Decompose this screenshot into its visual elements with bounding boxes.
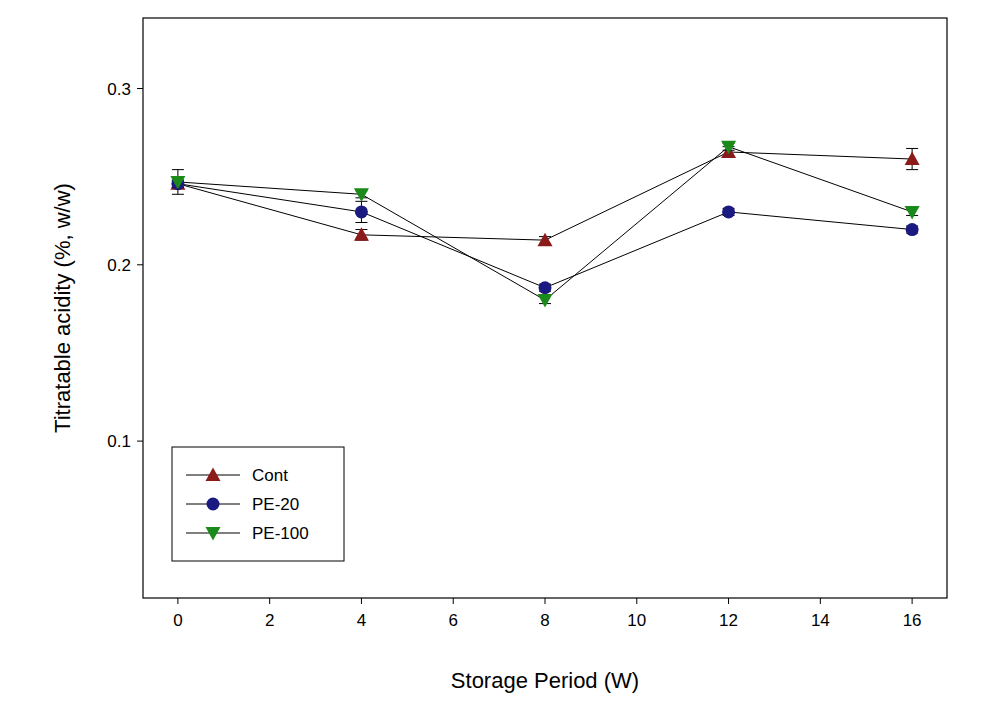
legend-label: PE-100 xyxy=(252,524,309,543)
x-tick-label: 14 xyxy=(811,611,830,630)
plot-frame xyxy=(143,18,947,598)
x-tick xyxy=(636,598,637,604)
marker xyxy=(538,233,553,247)
x-tick xyxy=(545,598,546,604)
marker xyxy=(905,152,920,166)
marker xyxy=(905,206,920,220)
x-tick-label: 4 xyxy=(357,611,366,630)
x-tick-label: 8 xyxy=(540,611,549,630)
series-line xyxy=(178,152,912,240)
x-tick-label: 6 xyxy=(448,611,457,630)
x-tick-label: 16 xyxy=(903,611,922,630)
x-tick-label: 0 xyxy=(173,611,182,630)
marker xyxy=(722,205,735,218)
x-tick xyxy=(177,598,178,604)
x-axis-label: Storage Period (W) xyxy=(451,668,639,693)
legend: Cont PE-20 PE-100 xyxy=(172,447,344,561)
legend-box xyxy=(172,447,344,561)
marker xyxy=(355,205,368,218)
legend-marker xyxy=(207,498,220,511)
legend-label: PE-20 xyxy=(252,495,299,514)
marker xyxy=(539,281,552,294)
legend-label: Cont xyxy=(252,466,288,485)
marker xyxy=(170,176,185,190)
marker xyxy=(906,223,919,236)
x-tick xyxy=(912,598,913,604)
y-tick-label: 0.3 xyxy=(107,80,131,99)
series-line xyxy=(178,184,912,288)
error-bar xyxy=(355,201,367,222)
y-tick xyxy=(137,441,143,442)
chart: 0 2 4 6 8 10 12 14 16 0.1 0.2 0.3 Storage Period (W)… xyxy=(0,0,985,704)
x-tick xyxy=(361,598,362,604)
y-tick-label: 0.2 xyxy=(107,256,131,275)
marker xyxy=(538,294,553,308)
x-tick xyxy=(453,598,454,604)
marker xyxy=(354,188,369,202)
marker xyxy=(170,176,185,190)
x-tick xyxy=(269,598,270,604)
series-line xyxy=(178,147,912,300)
x-tick-label: 2 xyxy=(265,611,274,630)
marker xyxy=(354,227,369,241)
legend-marker xyxy=(206,527,221,541)
x-tick-label: 10 xyxy=(627,611,646,630)
y-tick-label: 0.1 xyxy=(107,432,131,451)
x-tick xyxy=(728,598,729,604)
x-tick-label: 12 xyxy=(719,611,738,630)
x-tick xyxy=(820,598,821,604)
y-tick xyxy=(137,264,143,265)
y-tick xyxy=(137,88,143,89)
marker xyxy=(721,141,736,155)
legend-marker xyxy=(206,468,221,482)
plot-area xyxy=(170,141,919,308)
y-axis-label: Titratable acidity (%, w/w) xyxy=(50,183,75,433)
